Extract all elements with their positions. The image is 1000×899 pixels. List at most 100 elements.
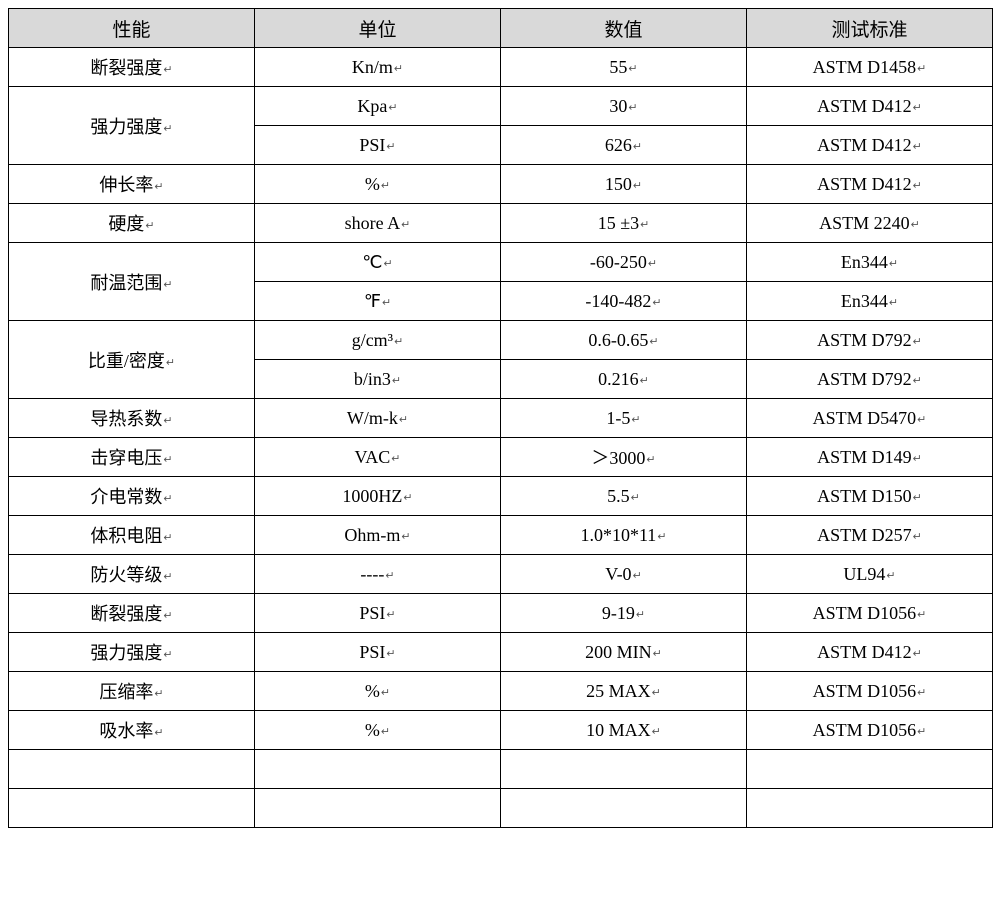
cell-property: 吸水率↵ xyxy=(9,711,255,750)
return-marker-icon: ↵ xyxy=(646,454,655,466)
cell-standard: ASTM D150↵ xyxy=(747,477,993,516)
return-marker-icon: ↵ xyxy=(392,375,401,387)
cell-unit: Ohm-m↵ xyxy=(255,516,501,555)
cell-unit: PSI↵ xyxy=(255,633,501,672)
cell-empty xyxy=(501,789,747,828)
cell-empty xyxy=(747,750,993,789)
table-row: 伸长率↵%↵150↵ASTM D412↵ xyxy=(9,165,993,204)
return-marker-icon: ↵ xyxy=(889,258,898,270)
cell-property: 导热系数↵ xyxy=(9,399,255,438)
return-marker-icon: ↵ xyxy=(913,102,922,114)
cell-standard: ASTM D412↵ xyxy=(747,126,993,165)
spec-table: 性能 单位 数值 测试标准 断裂强度↵Kn/m↵55↵ASTM D1458↵强力… xyxy=(8,8,993,828)
return-marker-icon: ↵ xyxy=(628,102,637,114)
cell-value: 25 MAX↵ xyxy=(501,672,747,711)
return-marker-icon: ↵ xyxy=(652,297,661,309)
table-row: 吸水率↵%↵10 MAX↵ASTM D1056↵ xyxy=(9,711,993,750)
return-marker-icon: ↵ xyxy=(163,493,172,505)
return-marker-icon: ↵ xyxy=(163,610,172,622)
cell-unit: W/m-k↵ xyxy=(255,399,501,438)
cell-empty xyxy=(255,789,501,828)
return-marker-icon: ↵ xyxy=(163,415,172,427)
return-marker-icon: ↵ xyxy=(913,492,922,504)
return-marker-icon: ↵ xyxy=(166,357,175,369)
cell-property: 体积电阻↵ xyxy=(9,516,255,555)
return-marker-icon: ↵ xyxy=(394,63,403,75)
cell-empty xyxy=(9,789,255,828)
return-marker-icon: ↵ xyxy=(913,531,922,543)
cell-value: 200 MIN↵ xyxy=(501,633,747,672)
return-marker-icon: ↵ xyxy=(163,454,172,466)
table-row: 断裂强度↵Kn/m↵55↵ASTM D1458↵ xyxy=(9,48,993,87)
cell-value: 9-19↵ xyxy=(501,594,747,633)
return-marker-icon: ↵ xyxy=(913,336,922,348)
return-marker-icon: ↵ xyxy=(154,727,163,739)
cell-value: -60-250↵ xyxy=(501,243,747,282)
return-marker-icon: ↵ xyxy=(403,492,412,504)
cell-standard: ASTM D1056↵ xyxy=(747,672,993,711)
return-marker-icon: ↵ xyxy=(381,687,390,699)
return-marker-icon: ↵ xyxy=(648,258,657,270)
return-marker-icon: ↵ xyxy=(913,180,922,192)
cell-property: 硬度↵ xyxy=(9,204,255,243)
return-marker-icon: ↵ xyxy=(386,141,395,153)
cell-unit: ℉↵ xyxy=(255,282,501,321)
return-marker-icon: ↵ xyxy=(633,141,642,153)
return-marker-icon: ↵ xyxy=(652,687,661,699)
cell-property: 击穿电压↵ xyxy=(9,438,255,477)
cell-unit: shore A↵ xyxy=(255,204,501,243)
table-row: 体积电阻↵Ohm-m↵1.0*10*11↵ASTM D257↵ xyxy=(9,516,993,555)
return-marker-icon: ↵ xyxy=(640,219,649,231)
return-marker-icon: ↵ xyxy=(391,453,400,465)
return-marker-icon: ↵ xyxy=(163,649,172,661)
return-marker-icon: ↵ xyxy=(886,570,895,582)
cell-value: 15 ±3↵ xyxy=(501,204,747,243)
return-marker-icon: ↵ xyxy=(631,492,640,504)
return-marker-icon: ↵ xyxy=(384,258,393,270)
cell-standard: En344↵ xyxy=(747,243,993,282)
cell-value: 30↵ xyxy=(501,87,747,126)
cell-value: 150↵ xyxy=(501,165,747,204)
cell-value: 0.6-0.65↵ xyxy=(501,321,747,360)
return-marker-icon: ↵ xyxy=(628,63,637,75)
table-row: 导热系数↵W/m-k↵1-5↵ASTM D5470↵ xyxy=(9,399,993,438)
cell-property: 防火等级↵ xyxy=(9,555,255,594)
return-marker-icon: ↵ xyxy=(154,181,163,193)
return-marker-icon: ↵ xyxy=(401,531,410,543)
cell-standard: ASTM D1458↵ xyxy=(747,48,993,87)
table-row: 防火等级↵----↵V-0↵UL94↵ xyxy=(9,555,993,594)
cell-value: -140-482↵ xyxy=(501,282,747,321)
cell-standard: ASTM D5470↵ xyxy=(747,399,993,438)
return-marker-icon: ↵ xyxy=(913,375,922,387)
return-marker-icon: ↵ xyxy=(649,336,658,348)
cell-standard: ASTM D1056↵ xyxy=(747,594,993,633)
cell-standard: En344↵ xyxy=(747,282,993,321)
table-header: 性能 单位 数值 测试标准 xyxy=(9,9,993,48)
cell-unit: b/in3↵ xyxy=(255,360,501,399)
cell-property: 介电常数↵ xyxy=(9,477,255,516)
cell-property: 压缩率↵ xyxy=(9,672,255,711)
return-marker-icon: ↵ xyxy=(163,64,172,76)
cell-unit: PSI↵ xyxy=(255,594,501,633)
cell-property: 强力强度↵ xyxy=(9,87,255,165)
cell-value: 626↵ xyxy=(501,126,747,165)
cell-property: 耐温范围↵ xyxy=(9,243,255,321)
table-row: 压缩率↵%↵25 MAX↵ASTM D1056↵ xyxy=(9,672,993,711)
cell-empty xyxy=(501,750,747,789)
return-marker-icon: ↵ xyxy=(163,123,172,135)
return-marker-icon: ↵ xyxy=(652,726,661,738)
return-marker-icon: ↵ xyxy=(917,726,926,738)
cell-property: 断裂强度↵ xyxy=(9,594,255,633)
cell-unit: %↵ xyxy=(255,672,501,711)
cell-empty xyxy=(9,750,255,789)
return-marker-icon: ↵ xyxy=(917,63,926,75)
table-row: 击穿电压↵VAC↵＞3000↵ASTM D149↵ xyxy=(9,438,993,477)
return-marker-icon: ↵ xyxy=(381,180,390,192)
cell-unit: Kn/m↵ xyxy=(255,48,501,87)
cell-value: 1-5↵ xyxy=(501,399,747,438)
return-marker-icon: ↵ xyxy=(657,531,666,543)
return-marker-icon: ↵ xyxy=(386,648,395,660)
return-marker-icon: ↵ xyxy=(386,609,395,621)
return-marker-icon: ↵ xyxy=(163,571,172,583)
return-marker-icon: ↵ xyxy=(154,688,163,700)
